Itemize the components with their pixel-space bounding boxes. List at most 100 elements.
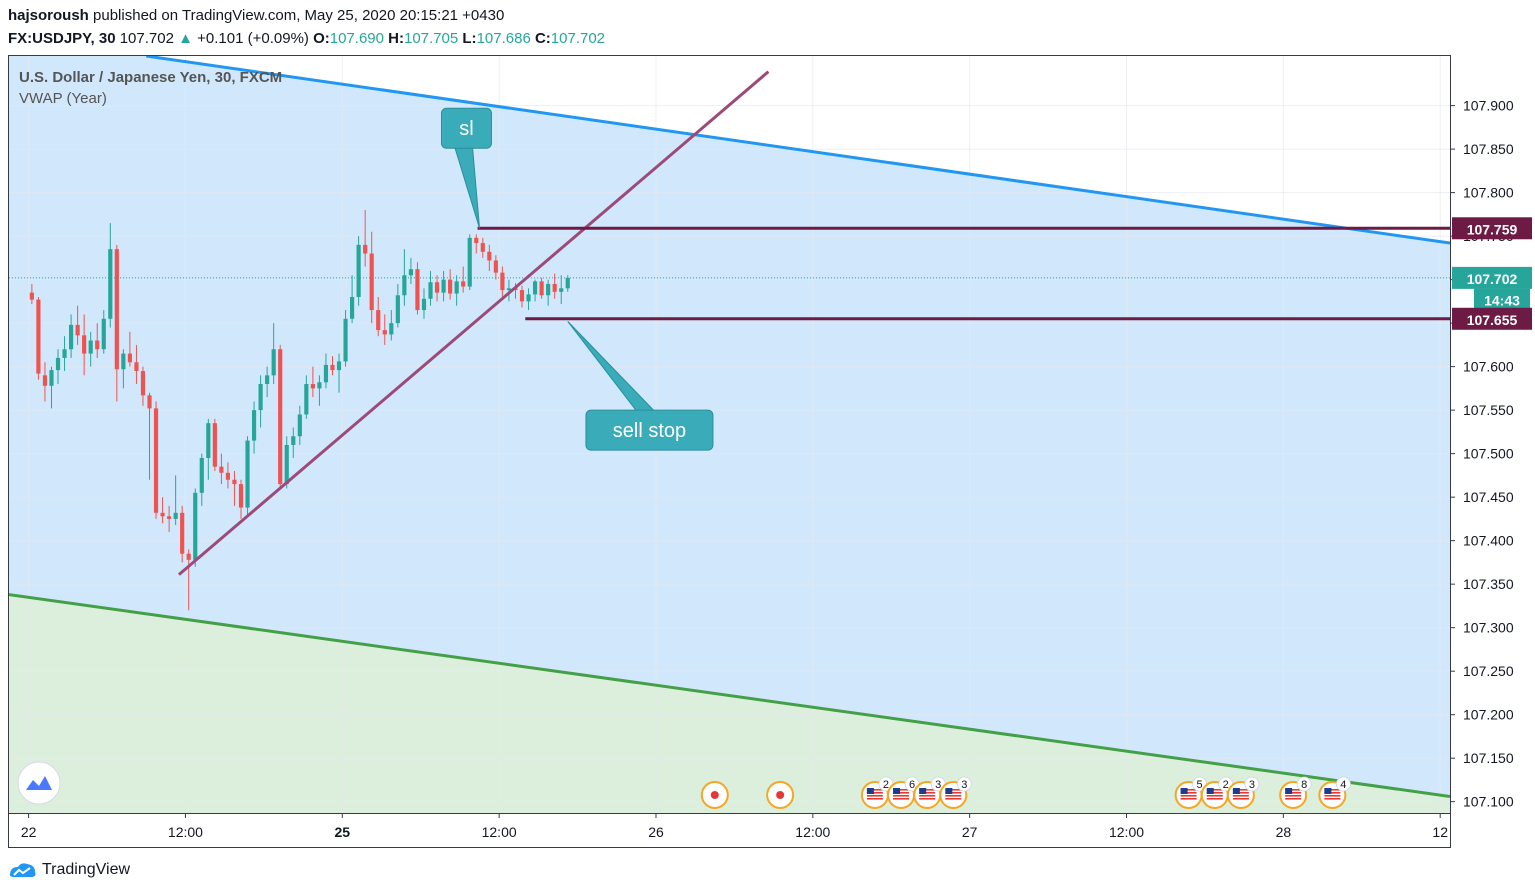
plot-area[interactable]: sl sell stop 2 6 3 3 5 2 3 8 4 — [9, 36, 1450, 813]
callouts[interactable]: sl sell stop — [440, 107, 714, 451]
candle-body[interactable] — [173, 512, 178, 519]
candle-body[interactable] — [552, 283, 557, 292]
candle-body[interactable] — [251, 410, 257, 441]
candle-body[interactable] — [356, 244, 361, 298]
candle-body[interactable] — [55, 357, 61, 371]
candle-body[interactable] — [121, 353, 126, 370]
candle-body[interactable] — [323, 364, 329, 383]
candle-body[interactable] — [160, 512, 165, 517]
upper-channel-line[interactable] — [146, 56, 1450, 245]
candle-body[interactable] — [153, 408, 159, 513]
candle-body[interactable] — [350, 297, 355, 319]
candle-body[interactable] — [212, 423, 217, 467]
candle-body[interactable] — [336, 361, 342, 371]
candle-body[interactable] — [82, 335, 87, 354]
candle-body[interactable] — [206, 423, 211, 458]
candle-body[interactable] — [108, 249, 113, 319]
candle-body[interactable] — [29, 292, 34, 300]
economic-event-icon[interactable] — [700, 781, 729, 809]
candle-body[interactable] — [539, 281, 544, 296]
economic-event-icon[interactable] — [766, 781, 795, 809]
candle-body[interactable] — [500, 272, 505, 291]
candle-body[interactable] — [245, 440, 250, 508]
candle-body[interactable] — [493, 260, 498, 273]
candle-body[interactable] — [487, 251, 492, 261]
candle-body[interactable] — [546, 283, 551, 296]
price-axis[interactable]: 107.900107.850107.800107.750107.700107.6… — [1450, 98, 1514, 810]
candle-body[interactable] — [232, 479, 237, 485]
candle-body[interactable] — [461, 281, 466, 287]
candle-body[interactable] — [199, 457, 204, 493]
candle-body[interactable] — [382, 330, 387, 335]
callout-box[interactable] — [585, 409, 714, 451]
candle-body[interactable] — [62, 349, 67, 358]
candle-body[interactable] — [480, 243, 485, 252]
callout-sl[interactable]: sl — [440, 107, 492, 229]
candle-body[interactable] — [42, 375, 48, 386]
candle-body[interactable] — [565, 277, 570, 289]
candle-body[interactable] — [421, 298, 427, 311]
candle-body[interactable] — [49, 370, 54, 386]
candle-body[interactable] — [330, 364, 335, 371]
candle-body[interactable] — [369, 253, 374, 311]
candle-body[interactable] — [304, 384, 309, 415]
candle-body[interactable] — [68, 324, 74, 350]
candle-body[interactable] — [225, 472, 231, 480]
candle-body[interactable] — [526, 294, 531, 302]
candle-body[interactable] — [343, 318, 348, 362]
candle-body[interactable] — [317, 382, 322, 389]
candle-body[interactable] — [167, 516, 172, 519]
candle-body[interactable] — [258, 384, 263, 411]
author-name[interactable]: hajsoroush — [8, 7, 89, 24]
candle-body[interactable] — [395, 295, 400, 324]
candle-body[interactable] — [363, 244, 368, 254]
candle-body[interactable] — [238, 484, 244, 508]
us-flag-event-icon[interactable]: 3 — [939, 776, 972, 809]
candle-body[interactable] — [291, 436, 296, 445]
callout-box[interactable] — [440, 107, 492, 149]
candle-body[interactable] — [180, 512, 185, 554]
time-axis[interactable]: 22 12:00 25 12:00 26 12:00 27 12:00 28 12 — [21, 813, 1448, 840]
candle-body[interactable] — [127, 353, 132, 363]
candle-body[interactable] — [140, 370, 146, 396]
candle-body[interactable] — [297, 414, 302, 437]
candle-body[interactable] — [415, 269, 420, 311]
candle-body[interactable] — [114, 249, 119, 370]
candle-body[interactable] — [408, 269, 414, 276]
us-flag-event-icon[interactable]: 4 — [1318, 776, 1351, 809]
lower-channel-line[interactable] — [9, 593, 1450, 798]
candle-body[interactable] — [402, 275, 407, 296]
candle-body[interactable] — [474, 237, 479, 244]
footer-brand[interactable]: TradingView — [8, 860, 130, 880]
candle-body[interactable] — [36, 299, 41, 374]
candle-body[interactable] — [186, 553, 191, 560]
candle-body[interactable] — [219, 466, 224, 473]
candle-body[interactable] — [310, 384, 315, 389]
candle-body[interactable] — [519, 290, 525, 302]
event-markers[interactable]: 2 6 3 3 5 2 3 8 4 — [700, 776, 1351, 809]
candle-body[interactable] — [95, 340, 100, 350]
candle-body[interactable] — [428, 282, 433, 299]
candle-body[interactable] — [454, 281, 459, 294]
candle-body[interactable] — [134, 362, 139, 371]
candle-body[interactable] — [278, 349, 283, 485]
candle-body[interactable] — [532, 281, 538, 295]
us-flag-event-icon[interactable]: 8 — [1279, 776, 1312, 809]
callout-sell-stop[interactable]: sell stop — [567, 321, 714, 451]
candle-body[interactable] — [284, 444, 289, 485]
candle-body[interactable] — [88, 340, 93, 354]
candle-body[interactable] — [193, 492, 198, 560]
candle-body[interactable] — [434, 282, 440, 293]
candle-body[interactable] — [376, 310, 381, 331]
candle-body[interactable] — [265, 375, 270, 385]
horizontal-levels[interactable] — [477, 226, 1450, 321]
candle-body[interactable] — [506, 288, 512, 291]
candle-body[interactable] — [467, 237, 472, 287]
candle-body[interactable] — [147, 395, 152, 409]
candle-body[interactable] — [389, 323, 394, 335]
candle-body[interactable] — [559, 288, 564, 292]
support-trendline[interactable] — [177, 70, 770, 576]
candlestick-series[interactable] — [29, 210, 570, 611]
us-flag-event-icon[interactable]: 3 — [1226, 776, 1260, 809]
